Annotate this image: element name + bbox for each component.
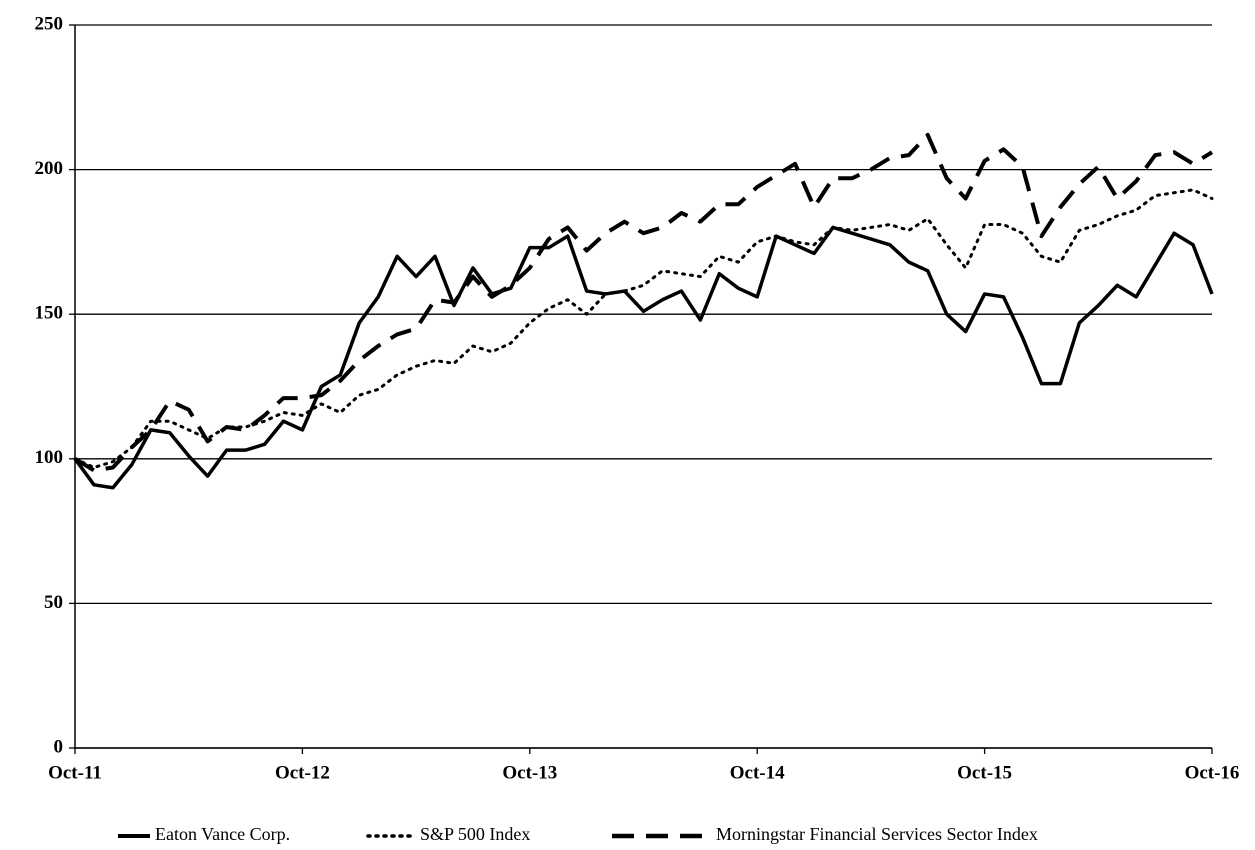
y-tick-label: 200	[35, 158, 64, 179]
x-tick-label: Oct-15	[957, 762, 1012, 783]
legend-label: Eaton Vance Corp.	[155, 824, 290, 844]
x-tick-label: Oct-11	[48, 762, 102, 783]
y-tick-label: 250	[35, 13, 64, 34]
x-tick-label: Oct-14	[730, 762, 785, 783]
y-tick-label: 0	[54, 736, 64, 757]
legend-label: Morningstar Financial Services Sector In…	[716, 824, 1038, 844]
y-tick-label: 150	[35, 303, 64, 324]
series-line	[73, 132, 1214, 473]
x-tick-label: Oct-16	[1185, 762, 1240, 783]
series-line	[73, 225, 1214, 490]
legend-label: S&P 500 Index	[420, 824, 530, 844]
series-line	[73, 188, 1214, 469]
y-tick-label: 100	[35, 447, 64, 468]
x-tick-label: Oct-13	[502, 762, 557, 783]
x-tick-label: Oct-12	[275, 762, 330, 783]
y-tick-label: 50	[44, 592, 63, 613]
